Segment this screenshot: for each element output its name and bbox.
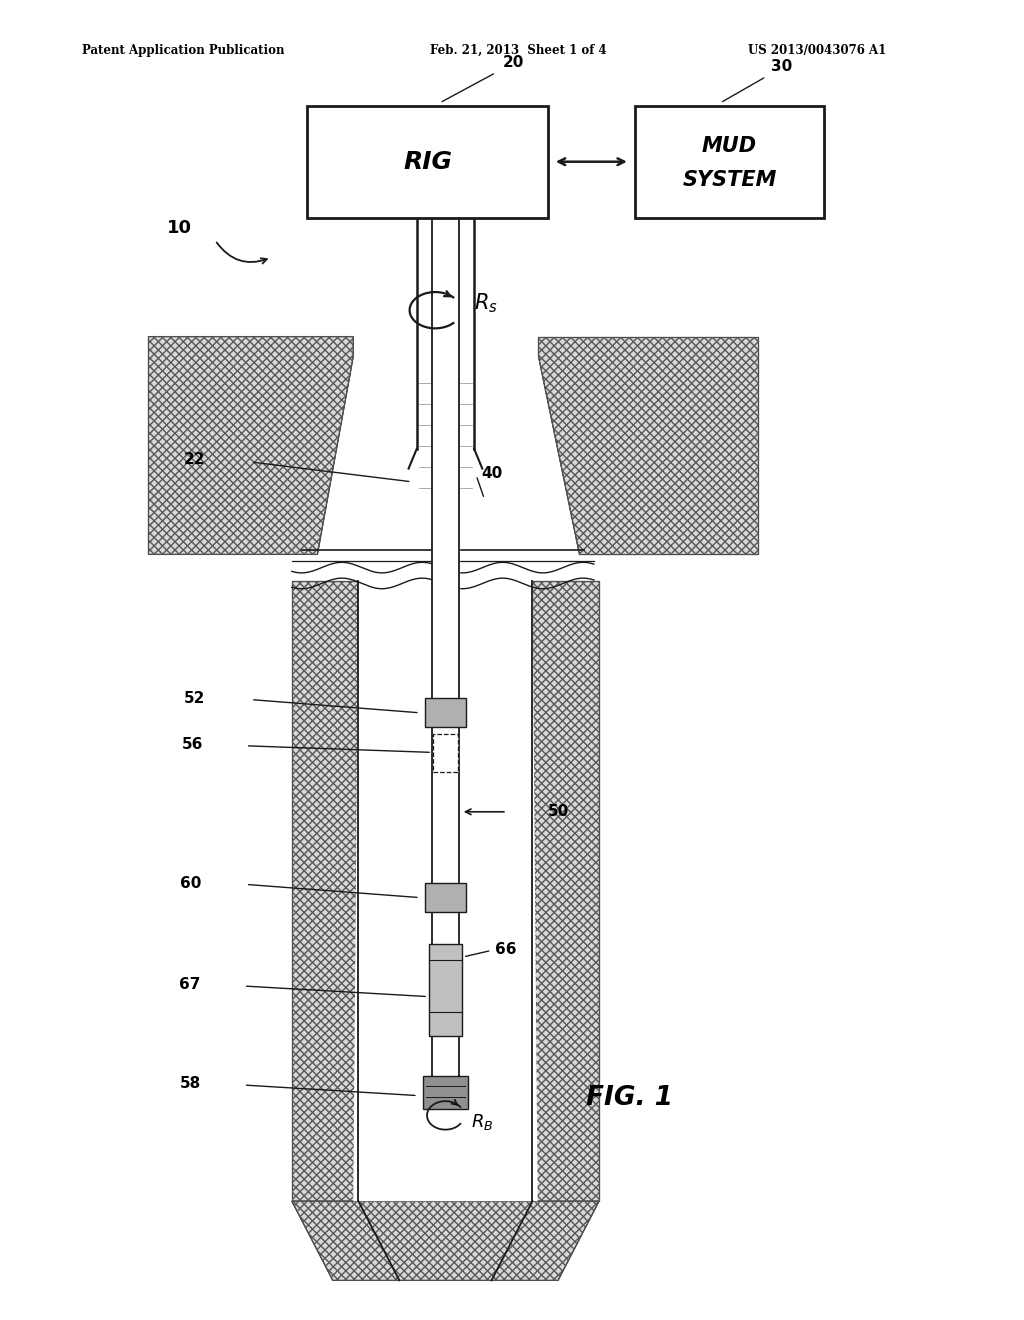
Text: MUD: MUD xyxy=(702,136,757,156)
Text: 40: 40 xyxy=(481,466,503,482)
Text: 10: 10 xyxy=(167,219,191,238)
Bar xyxy=(433,734,458,772)
Text: 56: 56 xyxy=(181,737,203,752)
Text: SYSTEM: SYSTEM xyxy=(682,170,777,190)
Bar xyxy=(425,883,466,912)
Text: 67: 67 xyxy=(179,977,201,993)
Text: FIG. 1: FIG. 1 xyxy=(586,1085,673,1111)
Text: US 2013/0043076 A1: US 2013/0043076 A1 xyxy=(748,44,886,57)
FancyBboxPatch shape xyxy=(307,106,548,218)
Polygon shape xyxy=(538,337,758,554)
Polygon shape xyxy=(292,581,358,1201)
Text: 22: 22 xyxy=(183,451,205,467)
Text: 52: 52 xyxy=(183,690,205,706)
Bar xyxy=(423,1076,468,1109)
FancyBboxPatch shape xyxy=(635,106,824,218)
Polygon shape xyxy=(292,1201,599,1280)
Text: Feb. 21, 2013  Sheet 1 of 4: Feb. 21, 2013 Sheet 1 of 4 xyxy=(430,44,606,57)
Text: 66: 66 xyxy=(495,941,516,957)
Bar xyxy=(429,944,462,1036)
Polygon shape xyxy=(148,337,353,554)
Text: $R_s$: $R_s$ xyxy=(474,292,498,315)
Polygon shape xyxy=(532,581,599,1201)
Text: $R_B$: $R_B$ xyxy=(471,1111,494,1133)
Text: RIG: RIG xyxy=(403,149,452,174)
Polygon shape xyxy=(353,581,538,1201)
Polygon shape xyxy=(417,218,474,356)
Text: Patent Application Publication: Patent Application Publication xyxy=(82,44,285,57)
Text: 20: 20 xyxy=(503,55,524,70)
Text: 50: 50 xyxy=(548,804,569,820)
Text: 60: 60 xyxy=(180,875,202,891)
Text: 58: 58 xyxy=(179,1076,201,1092)
Text: 30: 30 xyxy=(771,59,793,74)
Bar xyxy=(425,698,466,727)
